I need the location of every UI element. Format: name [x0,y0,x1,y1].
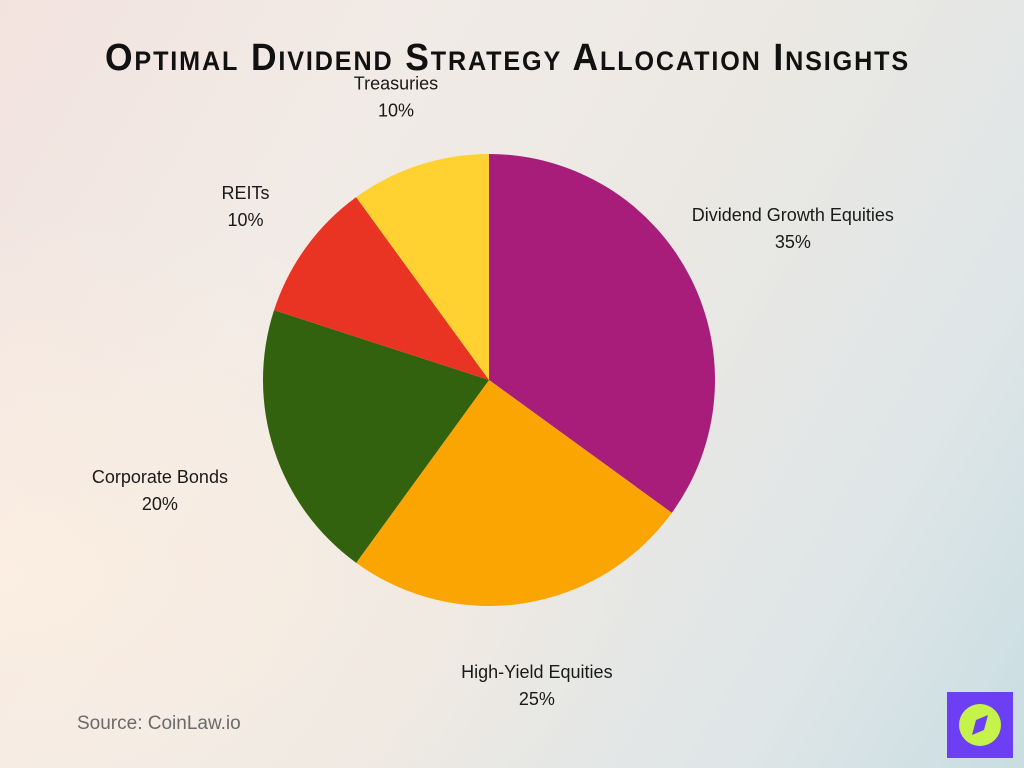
slice-value-label: 20% [142,494,178,514]
slice-label: REITs [221,183,269,203]
source-text: Source: CoinLaw.io [77,713,241,734]
chart-title: Optimal Dividend Strategy Allocation Ins… [105,37,910,79]
slice-label: Treasuries [354,74,438,94]
logo [947,692,1013,758]
pie-slice-corporate-bonds [263,310,489,563]
slice-value-label: 25% [519,689,555,709]
slice-label: High-Yield Equities [461,662,612,682]
pie-slice-high-yield-equities [356,380,672,606]
slice-label: Dividend Growth Equities [692,205,894,225]
pie-slice-treasuries [356,154,489,380]
slice-value-label: 10% [378,101,414,121]
slice-label: Corporate Bonds [92,467,228,487]
pie-slice-reits [274,197,489,380]
pie-slice-dividend-growth-equities [489,154,715,513]
slice-value-label: 10% [227,210,263,230]
slice-value-label: 35% [775,232,811,252]
compass-icon [959,704,1001,746]
